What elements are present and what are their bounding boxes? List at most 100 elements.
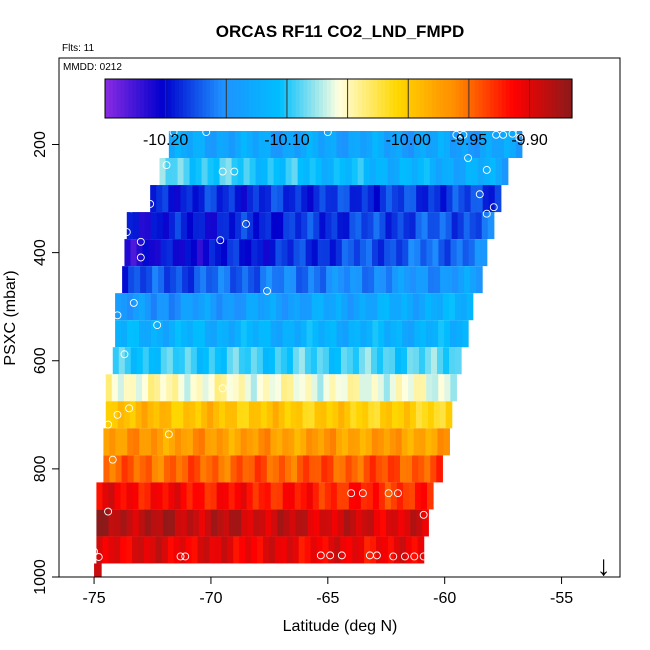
heatmap-cell bbox=[219, 158, 227, 186]
heatmap-layers bbox=[94, 130, 523, 577]
heatmap-cell bbox=[169, 428, 176, 456]
heatmap-cell bbox=[228, 185, 236, 213]
sample-point bbox=[389, 552, 398, 561]
heatmap-cell bbox=[402, 482, 410, 510]
heatmap-cell bbox=[421, 212, 429, 240]
heatmap-cell bbox=[462, 130, 469, 159]
heatmap-cell bbox=[167, 536, 175, 564]
heatmap-cell bbox=[300, 482, 308, 510]
heatmap-cell bbox=[157, 428, 164, 456]
heatmap-cell bbox=[155, 536, 163, 564]
heatmap-cell bbox=[328, 347, 336, 375]
heatmap-cell bbox=[398, 401, 405, 429]
heatmap-cell bbox=[142, 374, 149, 402]
heatmap-cell bbox=[418, 455, 425, 483]
sample-point bbox=[384, 489, 393, 498]
heatmap-cell bbox=[446, 185, 454, 213]
heatmap-cell bbox=[384, 320, 391, 348]
heatmap-cell bbox=[387, 158, 395, 186]
heatmap-cell bbox=[255, 158, 263, 186]
heatmap-cell bbox=[150, 212, 158, 240]
colorbar-segment bbox=[439, 79, 445, 118]
heatmap-cell bbox=[275, 239, 283, 267]
sample-point bbox=[136, 253, 145, 262]
colorbar-segment bbox=[373, 79, 379, 118]
heatmap-cell bbox=[308, 266, 315, 294]
heatmap-cell bbox=[147, 401, 155, 429]
sample-point bbox=[393, 489, 402, 498]
heatmap-cell bbox=[256, 374, 264, 402]
heatmap-cell bbox=[238, 374, 246, 402]
heatmap-cell bbox=[226, 347, 234, 375]
heatmap-cell bbox=[317, 374, 324, 402]
heatmap-cell bbox=[344, 266, 351, 294]
heatmap-cell bbox=[354, 482, 362, 510]
heatmap-cell bbox=[259, 509, 266, 537]
heatmap-cell bbox=[153, 401, 161, 429]
heatmap-cell bbox=[198, 320, 206, 348]
heatmap-cell bbox=[470, 185, 478, 213]
heatmap-cell bbox=[393, 536, 401, 564]
direction-marker: ↓ bbox=[597, 550, 611, 581]
heatmap-cell bbox=[311, 374, 318, 402]
heatmap-cell bbox=[182, 266, 189, 294]
heatmap-cell bbox=[407, 293, 414, 321]
heatmap-cell bbox=[386, 509, 393, 537]
colorbar-segment bbox=[346, 79, 351, 118]
heatmap-cell bbox=[335, 293, 343, 321]
colorbar-tick-label: -10.00 bbox=[386, 132, 431, 149]
heatmap-cell bbox=[341, 374, 349, 402]
colorbar-segment bbox=[494, 79, 499, 118]
colorbar-segment bbox=[498, 79, 503, 118]
heatmap-cell bbox=[216, 293, 223, 321]
heatmap-cell bbox=[180, 428, 188, 456]
heatmap-cell bbox=[471, 158, 479, 186]
heatmap-cell bbox=[156, 212, 164, 240]
heatmap-cell bbox=[213, 158, 221, 186]
heatmap-cell bbox=[115, 455, 123, 483]
colorbar-tick-label: -9.90 bbox=[511, 132, 548, 149]
heatmap-cell bbox=[355, 185, 363, 213]
heatmap-cell bbox=[413, 428, 421, 456]
sample-point bbox=[153, 321, 162, 330]
heatmap-cell bbox=[375, 158, 383, 186]
heatmap-cell bbox=[208, 374, 216, 402]
heatmap-cell bbox=[383, 293, 390, 321]
colorbar-segment bbox=[342, 79, 347, 118]
heatmap-cell bbox=[303, 455, 310, 483]
heatmap-cell bbox=[452, 266, 459, 294]
heatmap-cell bbox=[409, 401, 417, 429]
heatmap-cell bbox=[206, 266, 213, 294]
heatmap-cell bbox=[275, 374, 282, 402]
heatmap-cell bbox=[227, 239, 234, 267]
heatmap-cell bbox=[299, 239, 307, 267]
heatmap-cell bbox=[261, 158, 269, 186]
heatmap-cell bbox=[258, 320, 266, 348]
heatmap-cell bbox=[228, 482, 236, 510]
heatmap-cell bbox=[235, 509, 242, 537]
heatmap-cell bbox=[416, 266, 423, 294]
heatmap-cell bbox=[444, 239, 452, 267]
colorbar-segment bbox=[307, 79, 312, 118]
colorbar-segment bbox=[241, 79, 246, 118]
heatmap-cell bbox=[353, 293, 361, 321]
heatmap-cell bbox=[148, 239, 156, 267]
heatmap-cell bbox=[337, 509, 345, 537]
heatmap-cell bbox=[228, 320, 236, 348]
heatmap-cell bbox=[332, 401, 339, 429]
heatmap-cell bbox=[354, 130, 361, 159]
heatmap-cell bbox=[378, 239, 385, 267]
heatmap-cell bbox=[220, 347, 228, 375]
heatmap-cell bbox=[310, 347, 318, 375]
heatmap-cell bbox=[323, 293, 331, 321]
heatmap-cell bbox=[186, 130, 194, 159]
heatmap-cell bbox=[367, 212, 375, 240]
heatmap-cell bbox=[396, 239, 403, 267]
heatmap-cell bbox=[196, 347, 204, 375]
heatmap-cell bbox=[441, 158, 449, 186]
heatmap-cell bbox=[333, 158, 341, 186]
colorbar-segment bbox=[202, 79, 207, 118]
heatmap-cell bbox=[293, 293, 301, 321]
heatmap-cell bbox=[208, 239, 216, 267]
sample-point bbox=[108, 455, 117, 464]
